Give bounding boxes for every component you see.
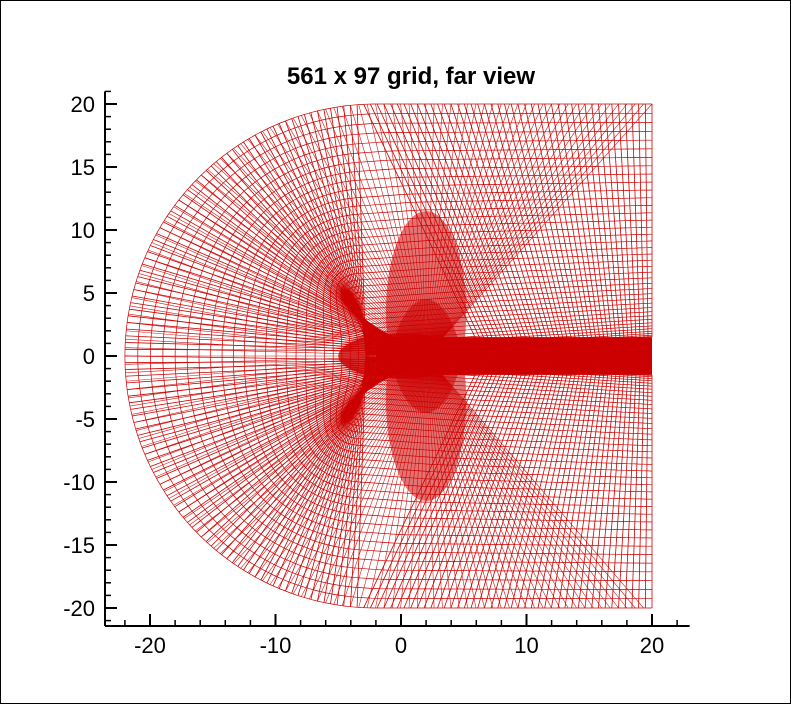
y-tick-label: 5	[83, 281, 95, 306]
chart-title: 561 x 97 grid, far view	[287, 63, 535, 90]
x-tick-label: -10	[260, 633, 292, 658]
x-tick-label: 10	[514, 633, 538, 658]
grid-radial-lines	[124, 103, 653, 609]
y-tick-label: 15	[71, 155, 95, 180]
mesh-grid	[124, 103, 653, 609]
y-tick-label: -5	[75, 407, 95, 432]
y-tick-label: -10	[63, 470, 95, 495]
y-tick-label: 20	[71, 92, 95, 117]
x-tick-label: 20	[640, 633, 664, 658]
y-tick-label: 0	[83, 344, 95, 369]
y-tick-label: 10	[71, 218, 95, 243]
grid-body-core	[338, 333, 464, 379]
x-tick-label: 0	[395, 633, 407, 658]
x-tick-label: -20	[134, 633, 166, 658]
y-tick-label: -20	[63, 596, 95, 621]
axes: 20 15 10 5 0 -5 -10 -15 -20 -20 -10 0 10 20	[63, 90, 690, 658]
y-tick-label: -15	[63, 533, 95, 558]
grid-dense-lower	[385, 299, 467, 501]
